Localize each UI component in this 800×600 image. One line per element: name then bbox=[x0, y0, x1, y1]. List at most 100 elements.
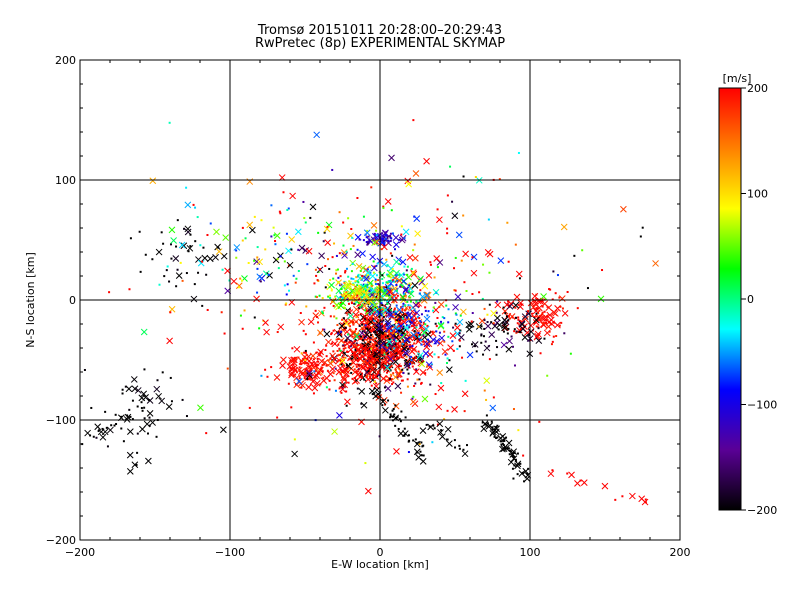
data-point bbox=[337, 337, 340, 340]
data-point-cross bbox=[359, 250, 366, 257]
data-point bbox=[480, 325, 483, 328]
data-point bbox=[329, 278, 332, 281]
data-point-cross bbox=[168, 305, 176, 313]
data-point-cross bbox=[126, 451, 134, 459]
data-point bbox=[402, 292, 405, 295]
data-point bbox=[287, 207, 290, 210]
data-point bbox=[453, 439, 456, 442]
data-point-cross bbox=[405, 312, 413, 319]
data-point-cross bbox=[382, 306, 390, 314]
data-point bbox=[463, 410, 466, 413]
data-point bbox=[505, 436, 508, 439]
data-point bbox=[406, 273, 409, 276]
data-point bbox=[386, 237, 389, 240]
data-point bbox=[404, 416, 407, 419]
data-point-cross bbox=[385, 311, 393, 318]
data-point bbox=[401, 368, 404, 371]
data-point bbox=[366, 283, 369, 286]
data-point bbox=[346, 338, 349, 341]
data-point bbox=[372, 346, 375, 349]
data-point-cross bbox=[324, 239, 332, 247]
data-point bbox=[448, 359, 451, 362]
data-point bbox=[386, 365, 389, 368]
data-point bbox=[343, 281, 346, 284]
data-point bbox=[412, 439, 415, 442]
data-point bbox=[256, 267, 259, 270]
data-point bbox=[387, 239, 390, 242]
data-point bbox=[185, 272, 188, 275]
data-point bbox=[183, 227, 186, 230]
data-point bbox=[328, 388, 331, 391]
data-point bbox=[140, 401, 143, 404]
data-point-cross bbox=[499, 445, 506, 453]
data-point bbox=[402, 328, 405, 331]
data-point bbox=[413, 330, 416, 333]
data-point-cross bbox=[195, 256, 202, 263]
data-point bbox=[342, 306, 345, 309]
data-point bbox=[387, 287, 390, 290]
data-point bbox=[304, 333, 307, 336]
data-point-cross bbox=[256, 258, 264, 266]
data-point bbox=[391, 279, 394, 282]
data-point bbox=[297, 270, 300, 273]
data-point bbox=[202, 246, 205, 249]
data-point bbox=[376, 375, 379, 378]
data-point bbox=[389, 366, 392, 369]
data-point-cross bbox=[313, 131, 321, 139]
data-point bbox=[419, 324, 422, 327]
data-point bbox=[453, 289, 456, 292]
data-point bbox=[306, 263, 309, 266]
data-point bbox=[393, 338, 396, 341]
data-point-cross bbox=[359, 314, 367, 321]
data-point bbox=[285, 293, 288, 296]
data-point bbox=[349, 345, 352, 348]
data-point bbox=[385, 314, 388, 317]
data-point bbox=[475, 350, 478, 353]
data-point bbox=[531, 315, 534, 318]
data-point bbox=[394, 368, 397, 371]
data-point bbox=[513, 451, 516, 454]
data-point bbox=[541, 313, 544, 316]
data-point bbox=[342, 356, 345, 359]
data-point-cross bbox=[295, 378, 303, 385]
data-point-cross bbox=[329, 365, 336, 373]
data-point bbox=[375, 382, 378, 385]
data-point bbox=[420, 339, 423, 342]
data-point bbox=[369, 271, 372, 274]
data-point bbox=[446, 438, 449, 441]
data-point bbox=[408, 345, 411, 348]
data-point bbox=[440, 429, 443, 432]
data-point bbox=[396, 273, 399, 276]
data-point bbox=[515, 330, 518, 333]
data-point bbox=[315, 365, 318, 368]
data-point bbox=[315, 274, 318, 277]
data-point-cross bbox=[309, 352, 317, 360]
data-point-cross bbox=[394, 311, 402, 319]
data-point bbox=[375, 229, 378, 232]
data-point bbox=[406, 300, 409, 303]
data-point bbox=[348, 280, 351, 283]
data-point-cross bbox=[336, 412, 343, 419]
data-point bbox=[455, 313, 458, 316]
data-point-cross bbox=[488, 331, 496, 339]
data-point bbox=[392, 408, 395, 411]
data-point bbox=[563, 332, 566, 335]
data-point bbox=[407, 311, 410, 314]
data-point bbox=[355, 276, 358, 279]
data-point bbox=[498, 178, 501, 181]
data-point bbox=[421, 445, 424, 448]
data-point-cross bbox=[305, 357, 313, 365]
data-point bbox=[404, 294, 407, 297]
data-point bbox=[513, 464, 516, 467]
data-point-cross bbox=[392, 241, 400, 248]
data-point bbox=[361, 323, 364, 326]
data-point-cross bbox=[130, 376, 138, 383]
data-point bbox=[403, 237, 406, 240]
data-point-cross bbox=[514, 460, 522, 468]
data-point bbox=[429, 261, 432, 264]
data-point bbox=[389, 413, 392, 416]
data-point-cross bbox=[393, 448, 400, 455]
data-point-cross bbox=[525, 310, 532, 318]
data-point-cross bbox=[368, 387, 376, 395]
data-point bbox=[344, 271, 347, 274]
